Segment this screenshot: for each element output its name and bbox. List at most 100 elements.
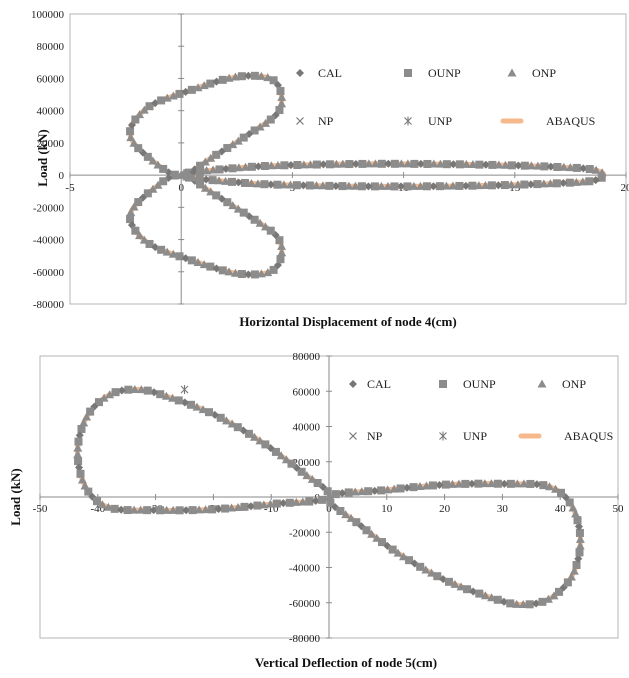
- data-point-onp: [370, 159, 380, 168]
- data-point-onp: [533, 161, 543, 170]
- data-point-onp: [571, 509, 581, 518]
- data-point-ounp: [170, 171, 179, 180]
- data-point-ounp: [352, 518, 361, 527]
- data-point-onp: [364, 159, 374, 168]
- data-point-onp: [569, 566, 579, 575]
- data-point-cal: [331, 181, 340, 190]
- data-point-onp: [261, 222, 271, 231]
- data-point-cal: [449, 160, 458, 169]
- data-point-ounp: [111, 388, 120, 397]
- data-point-ounp: [506, 479, 515, 488]
- data-point-ounp: [237, 270, 246, 279]
- data-point-ounp: [403, 182, 412, 191]
- data-point-onp: [494, 160, 504, 169]
- data-point-onp: [253, 179, 263, 188]
- data-point-ounp: [575, 548, 584, 557]
- legend-marker-np: [296, 117, 304, 125]
- data-point-ounp: [463, 585, 472, 594]
- data-point-onp: [357, 487, 367, 496]
- y-tick-label: 20000: [293, 457, 321, 469]
- data-point-onp: [526, 161, 536, 170]
- data-point-onp: [318, 181, 328, 190]
- data-point-onp: [461, 159, 471, 168]
- data-point-onp: [539, 179, 549, 188]
- data-point-onp: [261, 118, 271, 127]
- legend-label: OUNP: [428, 66, 461, 80]
- data-point-cal: [579, 164, 588, 173]
- data-point-ounp: [208, 505, 217, 514]
- data-point-cal: [532, 480, 541, 489]
- data-point-ounp: [175, 506, 184, 515]
- data-point-ounp: [488, 160, 497, 169]
- data-point-ounp: [195, 174, 204, 183]
- legend-marker-ounp: [404, 69, 412, 77]
- data-point-ounp: [553, 162, 562, 171]
- x-tick-label: 30: [497, 503, 509, 515]
- data-point-onp: [299, 160, 309, 169]
- data-point-ounp: [77, 424, 86, 433]
- data-point-onp: [519, 479, 529, 488]
- data-point-ounp: [269, 76, 278, 85]
- x-axis-title: Horizontal Displacement of node 4(cm): [239, 314, 456, 329]
- data-point-onp: [421, 565, 431, 574]
- data-point-ounp: [468, 181, 477, 190]
- data-point-ounp: [143, 506, 152, 515]
- data-point-onp: [565, 163, 575, 172]
- y-tick-label: 20000: [37, 138, 65, 150]
- data-point-ounp: [126, 214, 135, 223]
- data-point-cal: [149, 506, 158, 515]
- data-point-cal: [319, 160, 328, 169]
- data-point-ounp: [240, 178, 249, 187]
- data-point-onp: [277, 92, 287, 101]
- data-point-onp: [135, 110, 145, 119]
- data-point-ounp: [157, 96, 166, 105]
- data-point-cal: [212, 264, 221, 273]
- data-point-ounp: [233, 423, 242, 432]
- data-point-onp: [193, 83, 203, 92]
- data-point-ounp: [428, 481, 437, 490]
- data-point-onp: [198, 405, 208, 414]
- legend-marker-unp: [404, 116, 412, 126]
- data-point-onp: [285, 180, 295, 189]
- data-point-onp: [162, 93, 172, 102]
- data-point-ounp: [475, 589, 484, 598]
- data-point-ounp: [145, 102, 154, 111]
- data-point-ounp: [293, 161, 302, 170]
- data-point-onp: [224, 73, 234, 82]
- data-point-ounp: [131, 115, 140, 124]
- data-point-ounp: [575, 528, 584, 537]
- data-point-ounp: [280, 161, 289, 170]
- data-point-ounp: [362, 526, 371, 535]
- data-point-onp: [480, 591, 490, 600]
- data-point-onp: [227, 419, 237, 428]
- data-point-onp: [454, 479, 464, 488]
- data-point-onp: [193, 257, 203, 266]
- data-point-ounp: [323, 487, 332, 496]
- data-point-onp: [551, 484, 561, 493]
- data-point-ounp: [475, 160, 484, 169]
- data-point-cal: [499, 597, 508, 606]
- data-point-cal: [467, 479, 476, 488]
- data-point-onp: [256, 269, 266, 278]
- data-point-ounp: [250, 215, 259, 224]
- data-point-onp: [409, 181, 419, 190]
- data-point-onp: [265, 499, 275, 508]
- data-point-ounp: [228, 164, 237, 173]
- data-point-ounp: [422, 182, 431, 191]
- data-point-ounp: [445, 577, 454, 586]
- data-point-ounp: [134, 144, 143, 153]
- data-point-onp: [162, 505, 172, 514]
- data-point-onp: [298, 497, 308, 506]
- data-point-cal: [214, 505, 223, 514]
- legend-label: ABAQUS: [546, 114, 595, 128]
- legend-label: UNP: [428, 114, 452, 128]
- data-point-onp: [201, 505, 211, 514]
- legend-marker-np: [349, 432, 357, 440]
- data-point-onp: [277, 241, 287, 250]
- data-point-ounp: [206, 262, 215, 271]
- data-point-ounp: [188, 506, 197, 515]
- data-point-ounp: [565, 178, 574, 187]
- data-point-ounp: [435, 182, 444, 191]
- data-point-onp: [249, 432, 259, 441]
- data-point-ounp: [336, 506, 345, 515]
